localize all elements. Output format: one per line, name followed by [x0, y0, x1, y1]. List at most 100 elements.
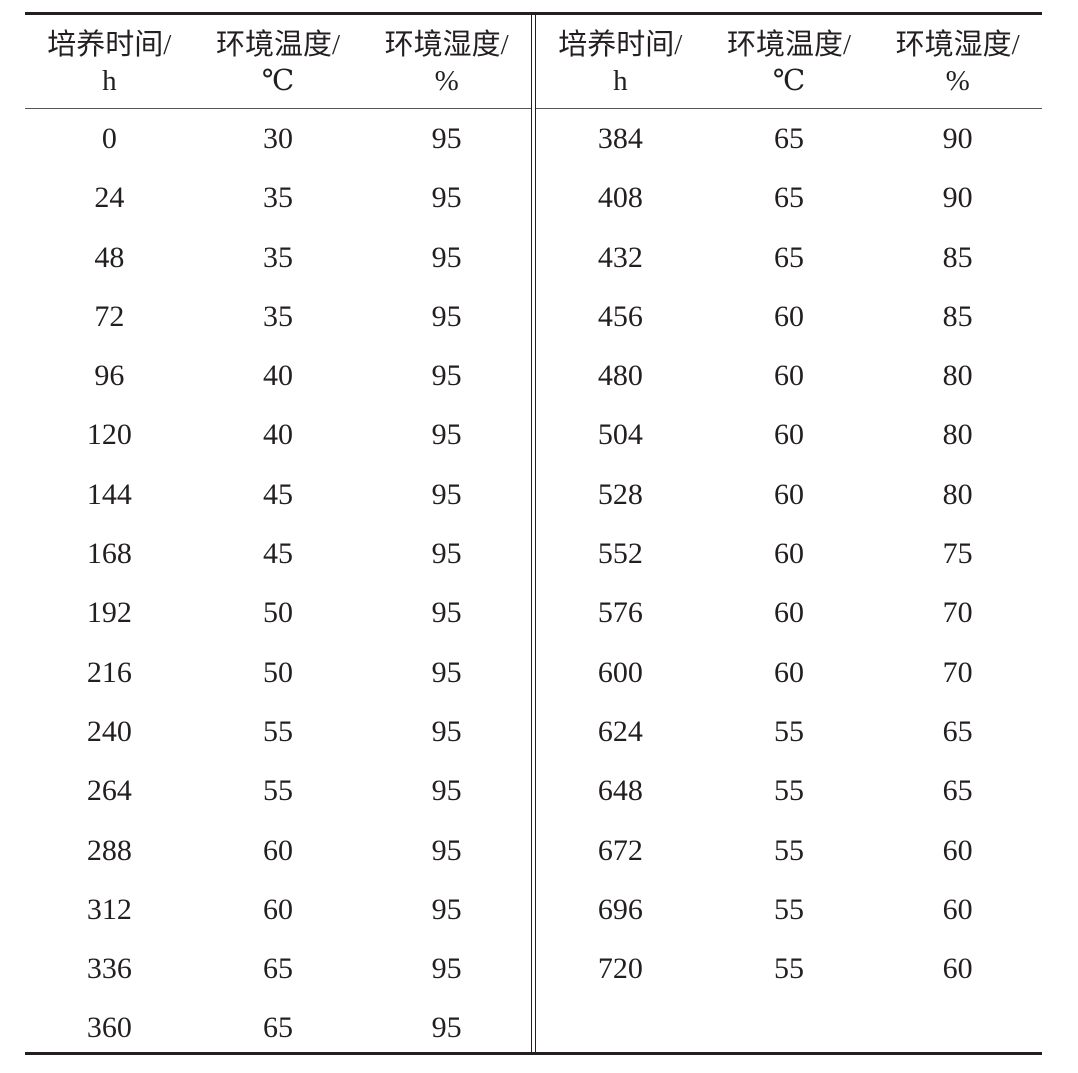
- table-row: 216 50 95: [25, 643, 531, 702]
- cell-humidity: 95: [431, 774, 462, 808]
- cell-humidity: 95: [431, 952, 462, 986]
- double-divider: [531, 15, 536, 1052]
- table-row: 0 30 95: [25, 109, 531, 168]
- cell-temperature: 60: [774, 359, 804, 393]
- header-label: 培养时间/: [558, 29, 683, 61]
- header-label: 环境温度/: [726, 29, 852, 61]
- table-row: 48 35 95: [25, 228, 531, 287]
- cell-time: 360: [86, 1011, 132, 1045]
- cell-time: 72: [94, 299, 125, 333]
- cell-temperature: 65: [263, 1011, 293, 1045]
- table-body: 384 65 90 408 65 90 432 65 85 456 60 85 480 60 80 504 60…: [536, 109, 1042, 998]
- table-row: 672 55 60: [536, 821, 1042, 880]
- table-row: 192 50 95: [25, 583, 531, 642]
- cell-temperature: 35: [263, 240, 293, 274]
- table-row: 72 35 95: [25, 287, 531, 346]
- header-unit: ℃: [261, 65, 295, 97]
- cell-humidity: 80: [942, 477, 973, 511]
- cell-humidity: 60: [942, 833, 973, 867]
- cell-temperature: 55: [774, 952, 804, 986]
- cell-humidity: 95: [431, 655, 462, 689]
- header-label: 培养时间/: [47, 29, 172, 61]
- cell-temperature: 55: [774, 833, 804, 867]
- cell-humidity: 95: [431, 359, 462, 393]
- cell-time: 48: [94, 240, 125, 274]
- cell-temperature: 65: [774, 240, 804, 274]
- header-unit: h: [613, 65, 628, 97]
- cell-time: 0: [101, 122, 117, 155]
- table-row: 120 40 95: [25, 405, 531, 464]
- cell-time: 336: [86, 952, 132, 986]
- header-unit: ℃: [772, 65, 806, 97]
- header-time: 培养时间/h: [25, 15, 194, 108]
- cell-time: 480: [597, 359, 643, 393]
- table-row: 552 60 75: [536, 524, 1042, 583]
- cell-temperature: 55: [774, 892, 804, 926]
- cell-humidity: 95: [431, 418, 462, 452]
- table-row: 168 45 95: [25, 524, 531, 583]
- cell-humidity: 95: [431, 122, 462, 155]
- cell-time: 552: [597, 537, 643, 571]
- cell-temperature: 55: [774, 774, 804, 808]
- cell-humidity: 95: [431, 596, 462, 630]
- cell-temperature: 40: [263, 418, 293, 452]
- cell-time: 216: [86, 655, 132, 689]
- cell-humidity: 95: [431, 299, 462, 333]
- cell-time: 720: [597, 952, 643, 986]
- cell-humidity: 90: [942, 181, 973, 215]
- cell-temperature: 65: [774, 122, 804, 155]
- cell-temperature: 45: [263, 477, 293, 511]
- header-label: 环境湿度/: [895, 29, 1020, 61]
- header-label: 环境湿度/: [384, 29, 509, 61]
- cell-humidity: 95: [431, 833, 462, 867]
- cell-temperature: 65: [774, 181, 804, 215]
- cell-humidity: 80: [942, 359, 973, 393]
- cell-humidity: 95: [431, 714, 462, 748]
- cell-time: 240: [86, 714, 132, 748]
- cell-time: 144: [86, 477, 132, 511]
- cell-time: 672: [597, 833, 643, 867]
- cell-temperature: 55: [263, 774, 293, 808]
- cell-humidity: 80: [942, 418, 973, 452]
- cell-humidity: 70: [942, 655, 973, 689]
- header-unit: %: [434, 65, 459, 97]
- table-row: 336 65 95: [25, 939, 531, 998]
- cell-humidity: 95: [431, 892, 462, 926]
- cell-time: 600: [597, 655, 643, 689]
- cell-time: 432: [597, 240, 643, 274]
- table-row: 576 60 70: [536, 583, 1042, 642]
- cell-temperature: 60: [774, 418, 804, 452]
- cell-temperature: 60: [774, 537, 804, 571]
- cell-time: 384: [597, 122, 643, 155]
- cell-time: 24: [94, 181, 125, 215]
- table-row: 480 60 80: [536, 346, 1042, 405]
- table-row: 408 65 90: [536, 168, 1042, 227]
- header-temperature: 环境温度/ ℃: [194, 15, 363, 108]
- header-humidity: 环境湿度/%: [362, 15, 531, 108]
- table-row: 144 45 95: [25, 465, 531, 524]
- cell-time: 456: [597, 299, 643, 333]
- cell-temperature: 50: [263, 596, 293, 630]
- cell-humidity: 70: [942, 596, 973, 630]
- cell-time: 576: [597, 596, 643, 630]
- cell-temperature: 65: [263, 952, 293, 986]
- cell-temperature: 30: [263, 122, 293, 155]
- cell-time: 696: [597, 892, 643, 926]
- cell-humidity: 90: [942, 122, 973, 155]
- cell-temperature: 45: [263, 537, 293, 571]
- cell-temperature: 50: [263, 655, 293, 689]
- table-left-half: 培养时间/h 环境温度/℃ 环境湿度/% 0 30 95 24 35 95 48 35 95 72…: [25, 15, 531, 1058]
- table-row: 624 55 65: [536, 702, 1042, 761]
- header-time: 培养时间/h: [536, 15, 705, 108]
- cell-temperature: 60: [263, 833, 293, 867]
- table-row: 696 55 60: [536, 880, 1042, 939]
- cell-time: 264: [86, 774, 132, 808]
- cell-time: 288: [86, 833, 132, 867]
- table-row: 648 55 65: [536, 761, 1042, 820]
- header-label: 环境温度/: [215, 29, 341, 61]
- cell-temperature: 60: [774, 299, 804, 333]
- header-unit: h: [102, 65, 117, 97]
- cell-temperature: 55: [774, 714, 804, 748]
- table-row: 96 40 95: [25, 346, 531, 405]
- cell-time: 168: [86, 537, 132, 571]
